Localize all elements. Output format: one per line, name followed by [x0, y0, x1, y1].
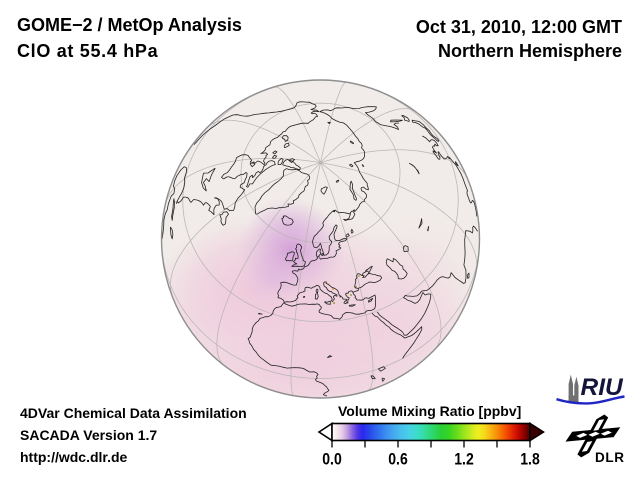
svg-text:1.2: 1.2 [454, 450, 474, 469]
svg-text:DLR: DLR [595, 450, 625, 465]
svg-text:1.8: 1.8 [520, 450, 540, 469]
svg-text:0.0: 0.0 [322, 450, 342, 469]
svg-text:RIU: RIU [581, 374, 625, 401]
svg-text:0.6: 0.6 [388, 450, 408, 469]
